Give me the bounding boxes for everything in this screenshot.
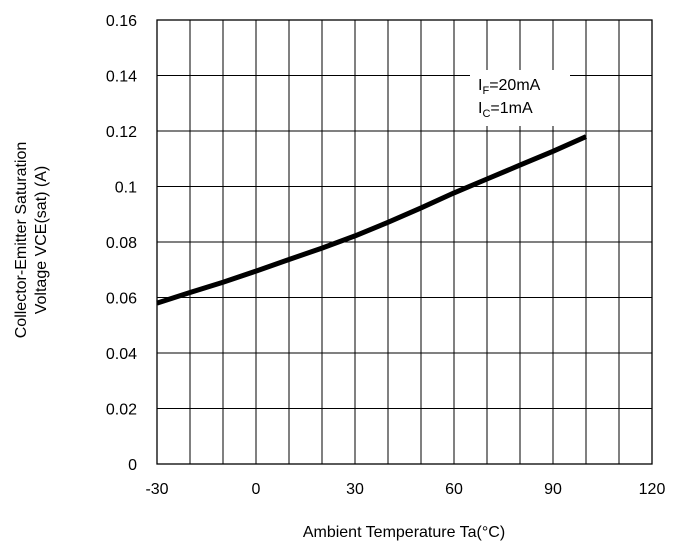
y-axis-title-line-1: Collector-Emitter Saturation (13, 142, 30, 339)
y-tick-label: 0 (128, 457, 137, 474)
x-tick-label: 120 (639, 481, 666, 498)
y-tick-label: 0.08 (106, 235, 137, 252)
series-layer (156, 134, 588, 306)
y-tick-label: 0.16 (106, 13, 137, 30)
x-tick-label: -30 (145, 481, 168, 498)
x-tick-label: 60 (445, 481, 463, 498)
y-tick-label: 0.02 (106, 402, 137, 419)
y-axis-title-line-2: Voltage VCE(sat) (A) (33, 166, 50, 315)
forward-current-label: IF=20mA (478, 77, 541, 97)
y-tick-label: 0.06 (106, 291, 137, 308)
collector-current-label: IC=1mA (478, 100, 533, 120)
x-tick-label: 0 (252, 481, 261, 498)
annotation-background (470, 70, 570, 126)
y-tick-label: 0.12 (106, 124, 137, 141)
y-tick-label: 0.04 (106, 346, 137, 363)
plot-frame (156, 19, 653, 465)
x-axis-title: Ambient Temperature Ta(°C) (303, 524, 505, 541)
vcesat-curve (156, 134, 588, 306)
y-tick-label: 0.1 (115, 180, 137, 197)
x-tick-label: 30 (346, 481, 364, 498)
y-tick-label: 0.14 (106, 69, 137, 86)
grid (157, 20, 652, 464)
x-tick-labels: -30 0 30 60 90 120 (145, 481, 665, 498)
x-tick-label: 90 (544, 481, 562, 498)
condition-annotation: IF=20mA IC=1mA (470, 70, 570, 126)
y-tick-labels: 0 0.02 0.04 0.06 0.08 0.1 0.12 0.14 0.16 (106, 13, 137, 474)
